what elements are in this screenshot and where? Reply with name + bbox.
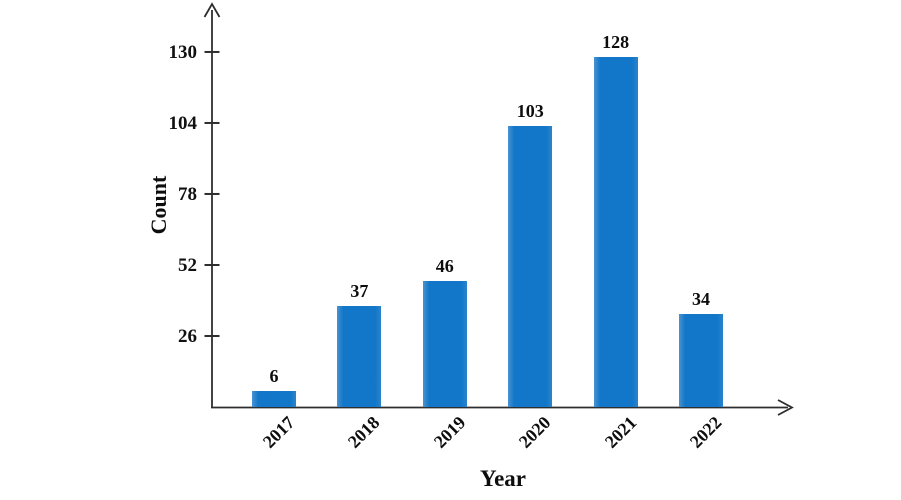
y-axis-ticks (204, 50, 220, 337)
bar-2020 (508, 125, 553, 407)
y-tick-label: 130 (168, 41, 198, 63)
bar-2021 (593, 57, 638, 407)
y-tick-label: 104 (168, 112, 198, 134)
y-tick-label: 26 (178, 325, 197, 347)
bar-value-label: 128 (602, 32, 630, 53)
bar-value-label: 46 (435, 256, 454, 277)
x-axis-title: Year (480, 466, 526, 491)
bar-2017 (252, 390, 296, 407)
y-tick-label: 78 (178, 183, 197, 205)
y-tick-label: 52 (178, 254, 197, 276)
bar-2022 (679, 314, 723, 407)
y-axis-title: Count (146, 175, 171, 235)
y-axis-arrow-icon (203, 2, 221, 18)
bar-value-label: 34 (692, 289, 710, 310)
bar-value-label: 6 (269, 365, 279, 386)
x-axis-arrow-icon (777, 399, 794, 416)
bar-value-label: 103 (516, 100, 544, 121)
bar-2018 (337, 305, 382, 407)
bar-value-label: 37 (350, 280, 369, 301)
bar-2019 (422, 281, 467, 407)
